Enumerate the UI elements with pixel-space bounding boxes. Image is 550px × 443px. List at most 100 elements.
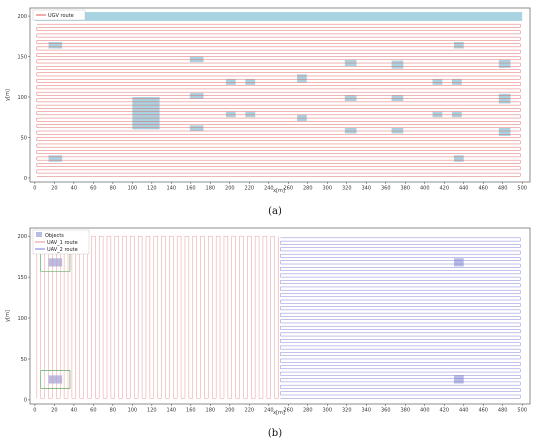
panel-a-x-tick-label: 340 <box>361 186 371 192</box>
ugv-route-path <box>36 23 521 177</box>
panel-a-x-tick-label: 100 <box>128 186 138 192</box>
panel-b-x-tick-label: 100 <box>128 408 138 414</box>
legend-label-uav2: UAV_2 route <box>47 247 78 253</box>
legend-label-objects: Objects <box>45 233 64 239</box>
panel-b-frame <box>29 227 531 405</box>
panel-a-x-tick-label: 240 <box>264 186 274 192</box>
obstacle <box>453 41 464 49</box>
panel-b-x-tick-label: 200 <box>225 408 235 414</box>
panel-a-y-tick-label: 100 <box>17 95 27 101</box>
panel-b-y-ticks: 0 50 100 150 200 <box>17 234 30 404</box>
panel-a-x-tick-label: 420 <box>439 186 449 192</box>
panel-a-y-label: y[m] <box>5 89 11 101</box>
obstacle <box>34 12 523 21</box>
panel-b-x-tick-label: 360 <box>381 408 391 414</box>
panel-a-frame <box>29 7 531 183</box>
panel-a-x-tick-label: 380 <box>400 186 410 192</box>
panel-b-x-tick-label: 20 <box>51 408 57 414</box>
panel-a-x-tick-label: 120 <box>147 186 157 192</box>
panel-b-x-tick-label: 40 <box>71 408 77 414</box>
obstacle <box>391 127 404 134</box>
panel-a-ugv-route <box>36 23 521 177</box>
panel-b-y-tick-label: 50 <box>21 357 27 363</box>
obstacle <box>48 155 63 162</box>
panel-a-x-label: x[m] <box>273 188 285 194</box>
panel-b-x-tick-label: 480 <box>498 408 508 414</box>
panel-b-uav1-route <box>36 235 279 399</box>
panel-a-x-tick-label: 80 <box>110 186 116 192</box>
panel-b: 0 20 40 60 80 100 120 140 160 180 200 220 240 260 280 3… <box>5 227 531 439</box>
panel-b-x-tick-label: 280 <box>303 408 313 414</box>
obstacle <box>344 95 357 102</box>
panel-a-x-tick-label: 300 <box>322 186 332 192</box>
obstacle <box>391 95 404 102</box>
obstacle <box>189 56 204 63</box>
legend-box <box>32 9 86 21</box>
panel-b-x-tick-label: 220 <box>245 408 255 414</box>
panel-a-x-tick-label: 440 <box>459 186 469 192</box>
obstacle <box>132 97 160 130</box>
obstacle <box>225 111 236 118</box>
panel-b-x-tick-label: 0 <box>33 408 36 414</box>
panel-b-y-label: y[m] <box>5 310 11 322</box>
obstacle <box>432 111 443 118</box>
panel-a-y-tick-label: 150 <box>17 54 27 60</box>
panel-b-legend: Objects UAV_1 route UAV_2 route <box>32 229 90 255</box>
panel-a-x-tick-label: 0 <box>33 186 36 192</box>
panel-a-x-tick-label: 280 <box>303 186 313 192</box>
panel-b-uav2-route <box>280 237 521 399</box>
panel-a-y-tick-label: 50 <box>21 135 27 141</box>
panel-b-x-tick-label: 240 <box>264 408 274 414</box>
panel-b-x-tick-label: 440 <box>459 408 469 414</box>
panel-b-x-tick-label: 300 <box>322 408 332 414</box>
panel-a-y-tick-label: 200 <box>17 14 27 20</box>
obstacle <box>48 41 63 49</box>
panel-b-y-tick-label: 150 <box>17 275 27 281</box>
obstacle <box>297 74 307 83</box>
panel-b-x-tick-label: 80 <box>110 408 116 414</box>
obstacle <box>453 155 464 162</box>
panel-a-x-tick-label: 400 <box>420 186 430 192</box>
panel-b-x-tick-label: 160 <box>186 408 196 414</box>
panel-b-x-tick-label: 60 <box>90 408 96 414</box>
panel-b-x-tick-label: 180 <box>206 408 216 414</box>
panel-a-x-tick-label: 260 <box>284 186 294 192</box>
panel-a-x-tick-label: 480 <box>498 186 508 192</box>
detour-route-path <box>40 370 71 389</box>
panel-a: 0 20 40 60 80 100 120 140 160 180 200 220 240 260 280 3… <box>5 7 531 217</box>
panel-b-x-tick-label: 400 <box>420 408 430 414</box>
panel-a-x-tick-label: 220 <box>245 186 255 192</box>
panel-b-y-tick-label: 200 <box>17 234 27 240</box>
panel-b-x-tick-label: 340 <box>361 408 371 414</box>
obstacle <box>189 92 204 99</box>
panel-b-objects <box>48 258 464 384</box>
legend-label-ugv-route: UGV route <box>48 13 74 19</box>
panel-a-y-tick-label: 0 <box>24 176 27 182</box>
panel-b-x-tick-label: 420 <box>439 408 449 414</box>
uav1-route-path <box>36 235 279 399</box>
panel-b-x-tick-label: 380 <box>400 408 410 414</box>
obstacle <box>391 60 404 69</box>
panel-b-x-label: x[m] <box>273 410 285 416</box>
object <box>48 375 63 384</box>
panel-a-x-ticks: 0 20 40 60 80 100 120 140 160 180 200 220 240 260 280 3… <box>33 182 527 192</box>
obstacle <box>225 79 236 85</box>
legend-label-uav1: UAV_1 route <box>47 240 78 246</box>
panel-b-y-tick-label: 100 <box>17 316 27 322</box>
obstacle <box>498 59 511 68</box>
obstacle <box>452 79 462 85</box>
panel-a-x-tick-label: 360 <box>381 186 391 192</box>
panel-a-x-tick-label: 140 <box>167 186 177 192</box>
panel-b-x-tick-label: 140 <box>167 408 177 414</box>
panel-a-x-tick-label: 200 <box>225 186 235 192</box>
obstacle <box>498 127 511 136</box>
legend-swatch-objects <box>36 232 42 237</box>
panel-a-x-tick-label: 60 <box>90 186 96 192</box>
obstacle <box>245 79 256 85</box>
panel-b-x-tick-label: 460 <box>478 408 488 414</box>
object <box>453 258 464 267</box>
panel-a-y-ticks: 0 50 100 150 200 <box>17 14 30 182</box>
panel-b-x-tick-label: 320 <box>342 408 352 414</box>
